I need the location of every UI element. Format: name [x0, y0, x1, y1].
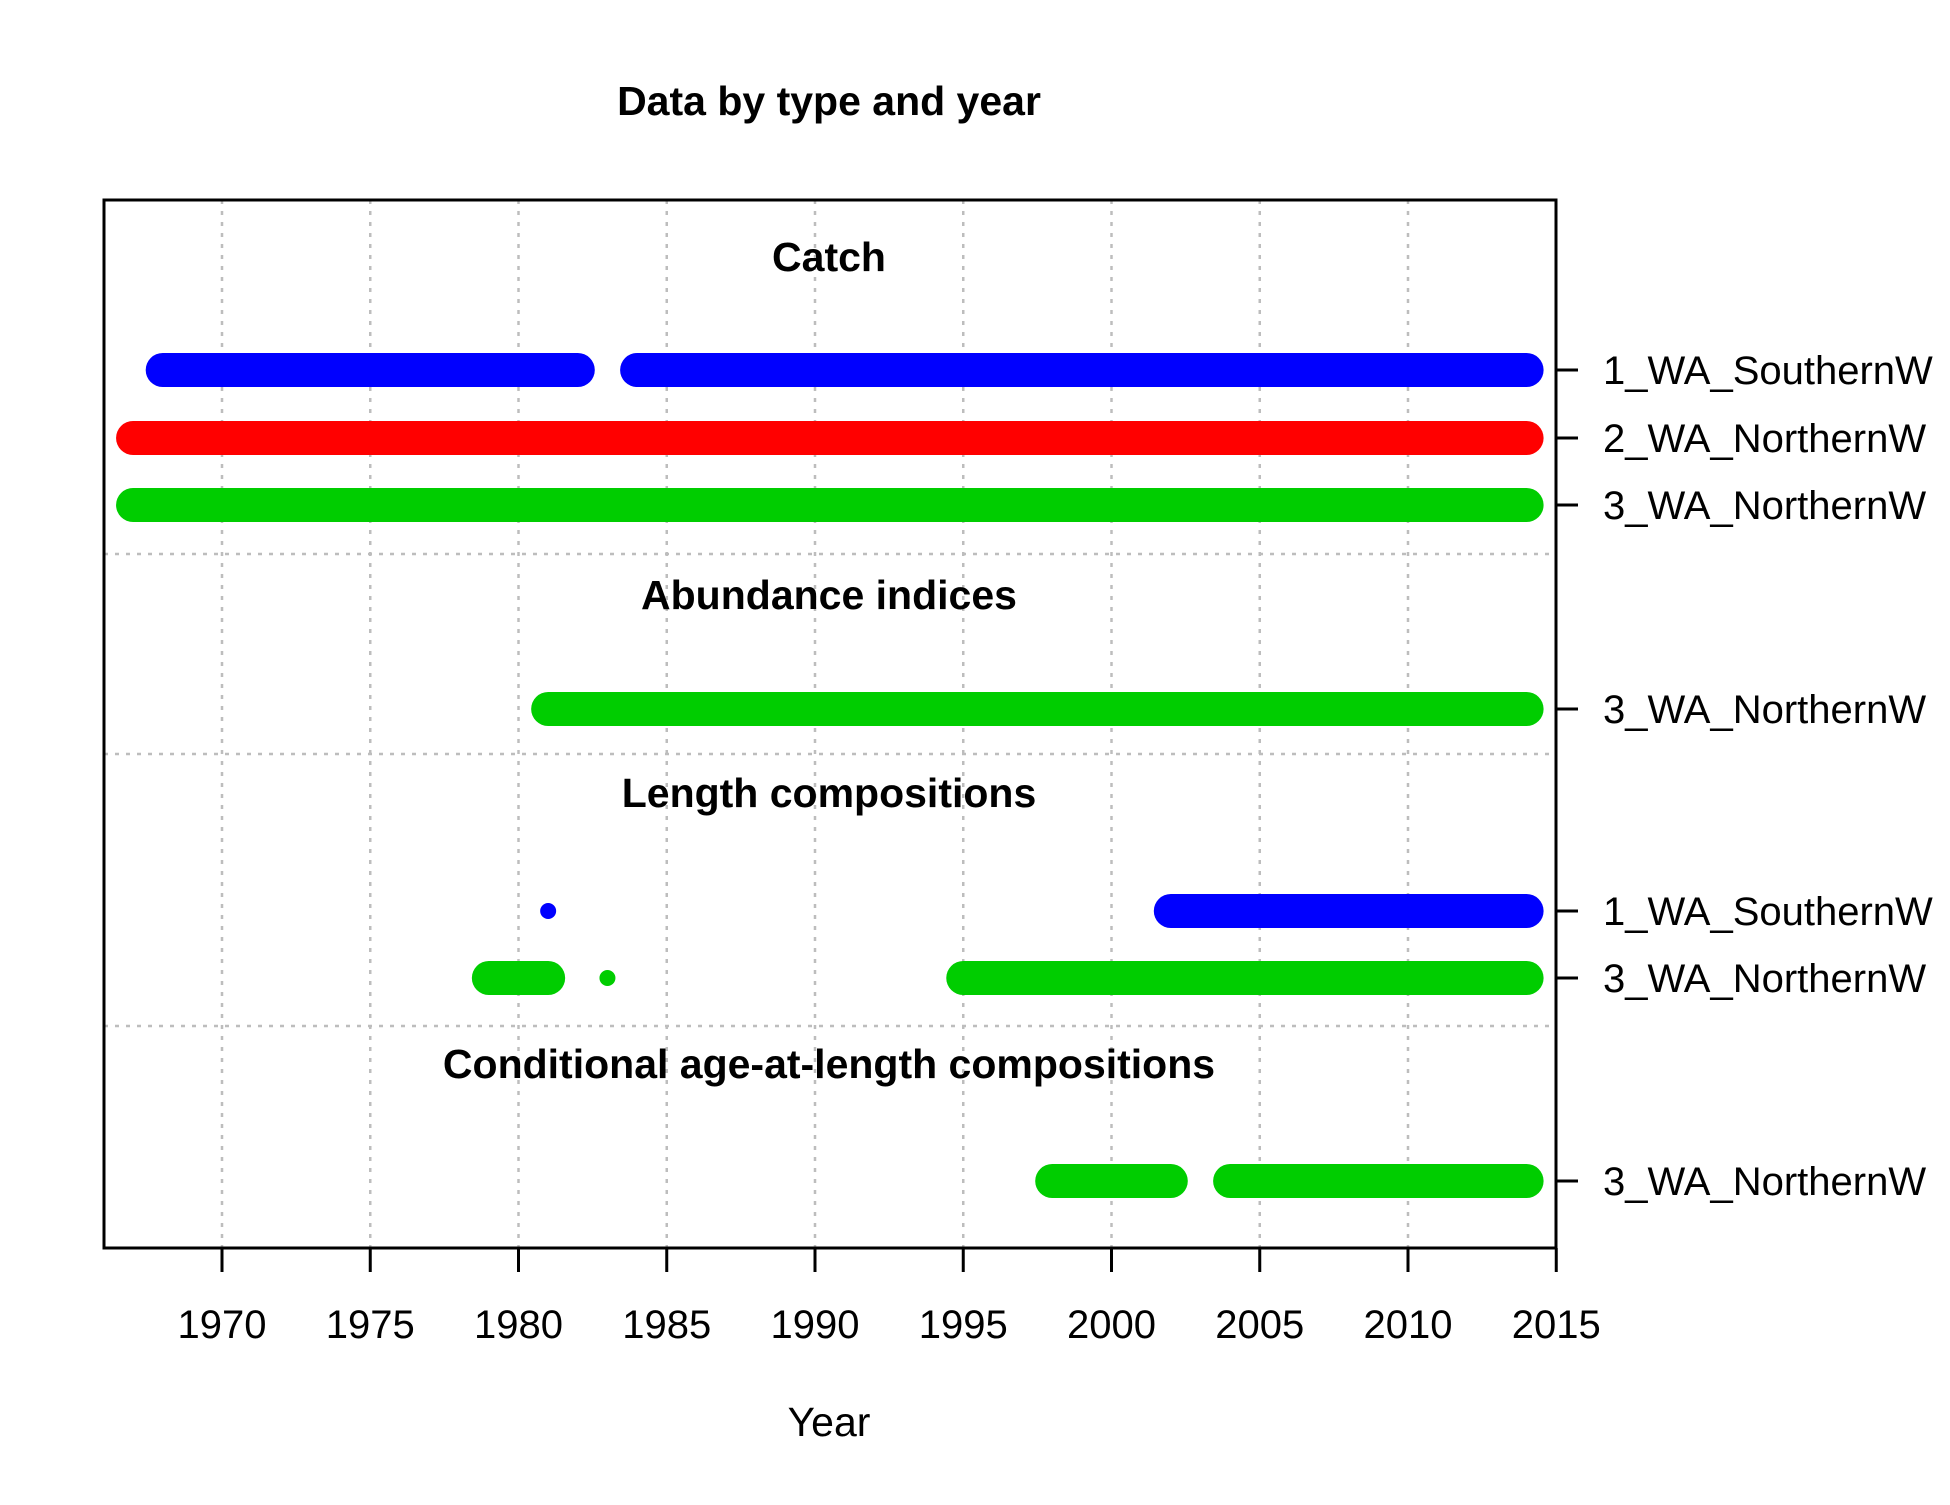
section-title: Length compositions [622, 770, 1037, 816]
row-label: 2_WA_NorthernW [1603, 417, 1926, 461]
x-tick-label: 1970 [178, 1303, 267, 1347]
x-axis: 1970 1975 1980 1985 1990 1995 2000 2005 2010 2015 [178, 1246, 1601, 1347]
x-tick-label: 2010 [1364, 1303, 1453, 1347]
x-tick-label: 1985 [622, 1303, 711, 1347]
row-label: 3_WA_NorthernW [1603, 1160, 1926, 1204]
grid-layer [104, 200, 1556, 1248]
x-tick-label: 1975 [326, 1303, 415, 1347]
row-label: 3_WA_NorthernW [1603, 484, 1926, 528]
x-axis-label: Year [788, 1399, 871, 1445]
bars-layer [116, 353, 1544, 1198]
data-point [599, 970, 616, 986]
row-label: 1_WA_SouthernW [1603, 890, 1933, 934]
x-tick-label: 2015 [1512, 1303, 1601, 1347]
section-title: Catch [772, 234, 886, 280]
row-label: 3_WA_NorthernW [1603, 957, 1926, 1001]
right-axis: 1_WA_SouthernW 2_WA_NorthernW 3_WA_Norther… [1556, 349, 1933, 1204]
x-tick-label: 2000 [1067, 1303, 1156, 1347]
data-point [540, 903, 557, 919]
x-tick-label: 1995 [919, 1303, 1008, 1347]
section-title: Abundance indices [641, 572, 1017, 618]
section-title: Conditional age-at-length compositions [443, 1041, 1215, 1087]
x-tick-label: 1990 [771, 1303, 860, 1347]
section-titles: Catch Abundance indices Length composition… [443, 234, 1215, 1087]
x-tick-label: 1980 [474, 1303, 563, 1347]
row-label: 1_WA_SouthernW [1603, 349, 1933, 393]
row-label: 3_WA_NorthernW [1603, 688, 1926, 732]
chart-title: Data by type and year [617, 78, 1041, 124]
x-tick-label: 2005 [1215, 1303, 1304, 1347]
plot-frame [102, 198, 1558, 1250]
